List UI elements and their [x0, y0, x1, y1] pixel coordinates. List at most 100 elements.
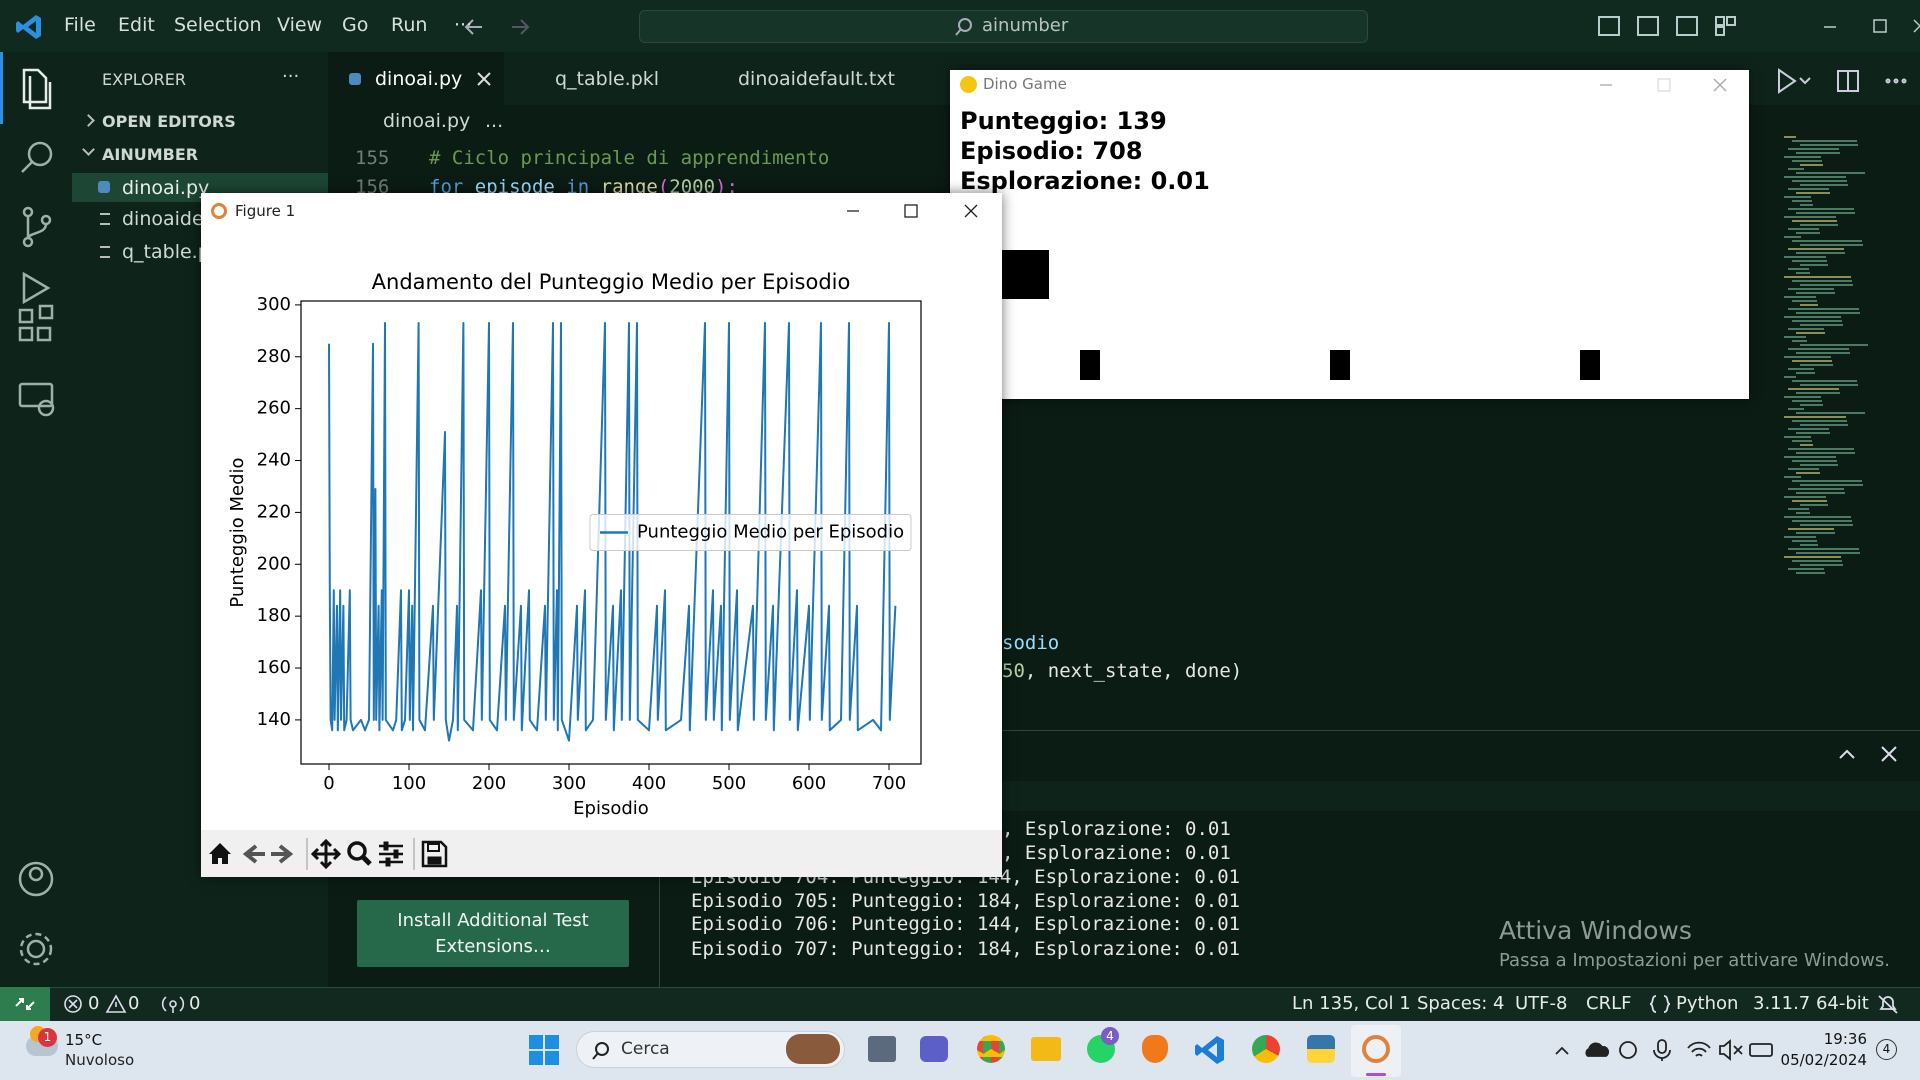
search-icon — [955, 18, 972, 36]
app-icon[interactable] — [977, 1035, 1005, 1063]
chart-title: Andamento del Punteggio Medio per Episod… — [372, 270, 851, 294]
minimap-line — [1796, 332, 1825, 334]
ports-count[interactable]: 0 — [189, 993, 201, 1014]
x-tick-label: 100 — [392, 773, 426, 794]
minimap-line — [1788, 468, 1819, 470]
tab-label[interactable]: dinoaidefault.txt — [738, 68, 895, 90]
eol[interactable]: CRLF — [1586, 993, 1632, 1014]
menu-item[interactable]: Run — [391, 14, 428, 36]
app-icon[interactable] — [1307, 1035, 1335, 1063]
minimap-line — [1784, 256, 1826, 258]
section-header[interactable]: AINUMBER — [102, 145, 199, 164]
minimap-line — [1800, 524, 1853, 526]
minimap-line — [1796, 232, 1820, 234]
status-bar — [0, 987, 1920, 1021]
weather-desc[interactable]: Nuvoloso — [65, 1051, 135, 1069]
minimap-line — [1800, 544, 1818, 546]
code-fragment: 50, next_state, done) — [1002, 660, 1242, 682]
x-tick-label: 300 — [552, 773, 586, 794]
app-icon[interactable] — [1031, 1037, 1061, 1061]
search-box[interactable] — [639, 10, 1368, 43]
file-item[interactable]: q_table.pkl — [122, 241, 227, 263]
minimap-line — [1792, 240, 1862, 242]
code-token: 2000 — [669, 176, 716, 198]
minimap-line — [1796, 172, 1865, 174]
clock-time[interactable]: 19:36 — [1823, 1030, 1867, 1048]
dino-window-controls[interactable] — [1590, 74, 1740, 96]
tab-label[interactable]: q_table.pkl — [555, 68, 660, 90]
warning-count[interactable]: 0 — [128, 993, 140, 1014]
code-token: ( — [657, 176, 670, 198]
cursor-position[interactable]: Ln 135, Col 1 — [1292, 993, 1411, 1014]
minimap-line — [1800, 464, 1838, 466]
menu-item[interactable]: Edit — [118, 14, 155, 36]
language[interactable]: Python — [1676, 993, 1739, 1014]
menu-item[interactable]: ··· — [454, 14, 473, 36]
minimap-line — [1800, 564, 1843, 566]
minimap-line — [1788, 348, 1849, 350]
tab-label[interactable]: dinoai.py — [375, 68, 463, 90]
weather-temp[interactable]: 15°C — [65, 1031, 103, 1049]
menu-item[interactable]: Selection — [174, 14, 262, 36]
minimap-line — [1792, 420, 1847, 422]
minimap-line — [1792, 160, 1822, 162]
obstacle — [1080, 350, 1100, 380]
whatsapp-badge: 4 — [1101, 1027, 1119, 1045]
encoding[interactable]: UTF-8 — [1515, 993, 1568, 1014]
indentation[interactable]: Spaces: 4 — [1417, 993, 1505, 1014]
minimap-line — [1800, 404, 1823, 406]
app-icon[interactable] — [920, 1036, 948, 1062]
minimap-line — [1796, 372, 1815, 374]
bell-icon[interactable] — [1876, 993, 1900, 1015]
app-icon[interactable] — [868, 1036, 896, 1062]
minimap-line — [1784, 436, 1811, 438]
app-icon[interactable] — [1252, 1035, 1280, 1063]
minimap-line — [1792, 380, 1857, 382]
minimap-line — [1796, 312, 1860, 314]
minimap-line — [1784, 216, 1836, 218]
interpreter[interactable]: 3.11.7 64-bit — [1753, 993, 1869, 1014]
minimap-line — [1800, 384, 1858, 386]
notification-badge[interactable]: 4 — [1876, 1039, 1897, 1060]
minimap — [1784, 136, 1868, 574]
section-header[interactable]: OPEN EDITORS — [102, 112, 236, 131]
code-token: for — [429, 176, 464, 198]
minimap-line — [1788, 388, 1839, 390]
menu-item[interactable]: File — [64, 14, 96, 36]
minimap-line — [1784, 316, 1841, 318]
menu-item[interactable]: View — [277, 14, 323, 36]
x-tick-label: 600 — [792, 773, 826, 794]
clock-date[interactable]: 05/02/2024 — [1780, 1051, 1867, 1069]
minimap-line — [1800, 184, 1848, 186]
code-token: ): — [715, 176, 738, 198]
panel-controls[interactable] — [1836, 742, 1906, 766]
app-icon[interactable] — [1194, 1034, 1226, 1066]
editor-actions[interactable] — [1770, 66, 1920, 96]
minimap-line — [1796, 192, 1830, 194]
minimap-line — [1800, 304, 1818, 306]
code-fragment: sodio — [1002, 632, 1059, 654]
minimap-line — [1800, 324, 1843, 326]
minimap-line — [1796, 152, 1840, 154]
x-tick-label: 700 — [872, 773, 906, 794]
explorer-more[interactable]: ··· — [282, 66, 300, 87]
figure-icon — [211, 203, 227, 219]
tab-close[interactable] — [476, 71, 492, 87]
remote-button[interactable] — [0, 987, 50, 1021]
toolbar-icons[interactable] — [201, 830, 461, 877]
app-icon[interactable] — [1142, 1035, 1168, 1063]
figure-window-controls[interactable] — [841, 199, 1001, 223]
start-button[interactable] — [528, 1034, 560, 1066]
file-item[interactable]: dinoai.py — [122, 177, 210, 199]
app-icon — [1362, 1035, 1390, 1063]
minimap-line — [1792, 560, 1842, 562]
window-controls[interactable] — [1596, 14, 1920, 40]
activity-icons[interactable] — [0, 52, 72, 987]
minimap-line — [1800, 484, 1863, 486]
system-tray[interactable] — [1552, 1036, 1782, 1064]
nav-arrows[interactable] — [462, 14, 542, 40]
error-count[interactable]: 0 — [88, 993, 100, 1014]
install-button[interactable]: Install Additional Test Extensions… — [357, 900, 629, 967]
menu-item[interactable]: Go — [342, 14, 369, 36]
